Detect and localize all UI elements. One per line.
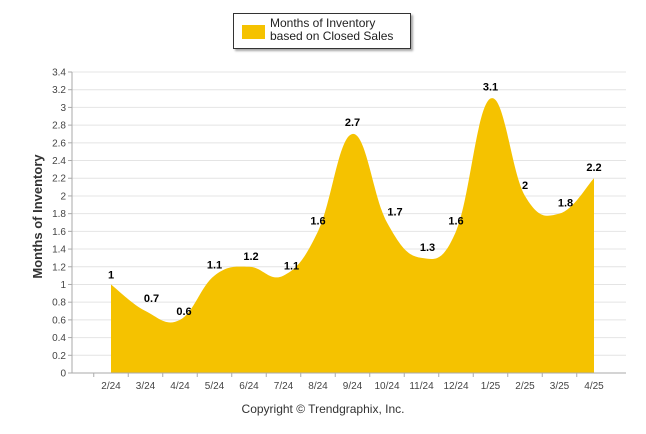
data-label: 1.1	[207, 260, 222, 272]
y-tick-label: 2	[60, 191, 66, 202]
y-tick-label: 3.2	[52, 85, 66, 96]
x-tick-label: 6/24	[239, 381, 259, 392]
data-label: 1.6	[448, 215, 463, 227]
data-label: 0.6	[176, 306, 191, 318]
data-label: 1.6	[310, 215, 325, 227]
y-axis-title: Months of Inventory	[30, 154, 45, 279]
y-tick-label: 2.2	[52, 174, 66, 185]
x-tick-label: 9/24	[343, 381, 363, 392]
data-label: 1	[108, 269, 114, 281]
data-label: 0.7	[144, 293, 159, 305]
y-tick-label: 1	[60, 280, 66, 291]
x-tick-label: 5/24	[205, 381, 225, 392]
x-tick-label: 2/25	[515, 381, 535, 392]
x-tick-label: 1/25	[481, 381, 501, 392]
x-tick-label: 11/24	[409, 381, 434, 392]
y-tick-label: 0.4	[52, 333, 66, 344]
y-tick-label: 1.8	[52, 209, 66, 220]
data-label: 1.7	[387, 207, 402, 219]
x-tick-label: 12/24	[443, 381, 468, 392]
y-tick-label: 2.6	[52, 138, 66, 149]
data-label: 1.8	[558, 198, 573, 210]
area-series	[111, 98, 594, 374]
y-tick-label: 1.4	[52, 245, 66, 256]
y-tick-label: 0.6	[52, 315, 66, 326]
x-tick-label: 2/24	[101, 381, 121, 392]
data-label: 2.2	[586, 162, 601, 174]
data-label: 2	[522, 180, 528, 192]
data-label: 3.1	[483, 82, 498, 94]
y-tick-label: 3.4	[52, 68, 66, 79]
y-tick-label: 3	[60, 103, 66, 114]
x-tick-label: 10/24	[374, 381, 399, 392]
legend-label: Months of Inventory based on Closed Sale…	[270, 16, 394, 43]
data-label: 1.3	[420, 242, 435, 254]
y-tick-label: 0.2	[52, 351, 66, 362]
data-label: 2.7	[345, 117, 360, 129]
legend-swatch	[242, 25, 265, 39]
copyright-text: Copyright © Trendgraphix, Inc.	[241, 402, 405, 416]
data-label: 1.1	[284, 261, 299, 273]
chart-legend: Months of Inventory based on Closed Sale…	[233, 13, 411, 49]
y-tick-label: 1.2	[52, 262, 66, 273]
x-tick-label: 4/25	[584, 381, 604, 392]
x-tick-label: 4/24	[170, 381, 190, 392]
x-tick-label: 7/24	[274, 381, 294, 392]
y-tick-label: 2.4	[52, 156, 66, 167]
y-tick-label: 2.8	[52, 121, 66, 132]
y-tick-label: 0	[60, 369, 66, 380]
y-tick-label: 0.8	[52, 298, 66, 309]
y-tick-label: 1.6	[52, 227, 66, 238]
x-tick-label: 3/24	[136, 381, 156, 392]
data-label: 1.2	[243, 251, 258, 263]
x-tick-label: 3/25	[550, 381, 570, 392]
x-tick-label: 8/24	[308, 381, 328, 392]
